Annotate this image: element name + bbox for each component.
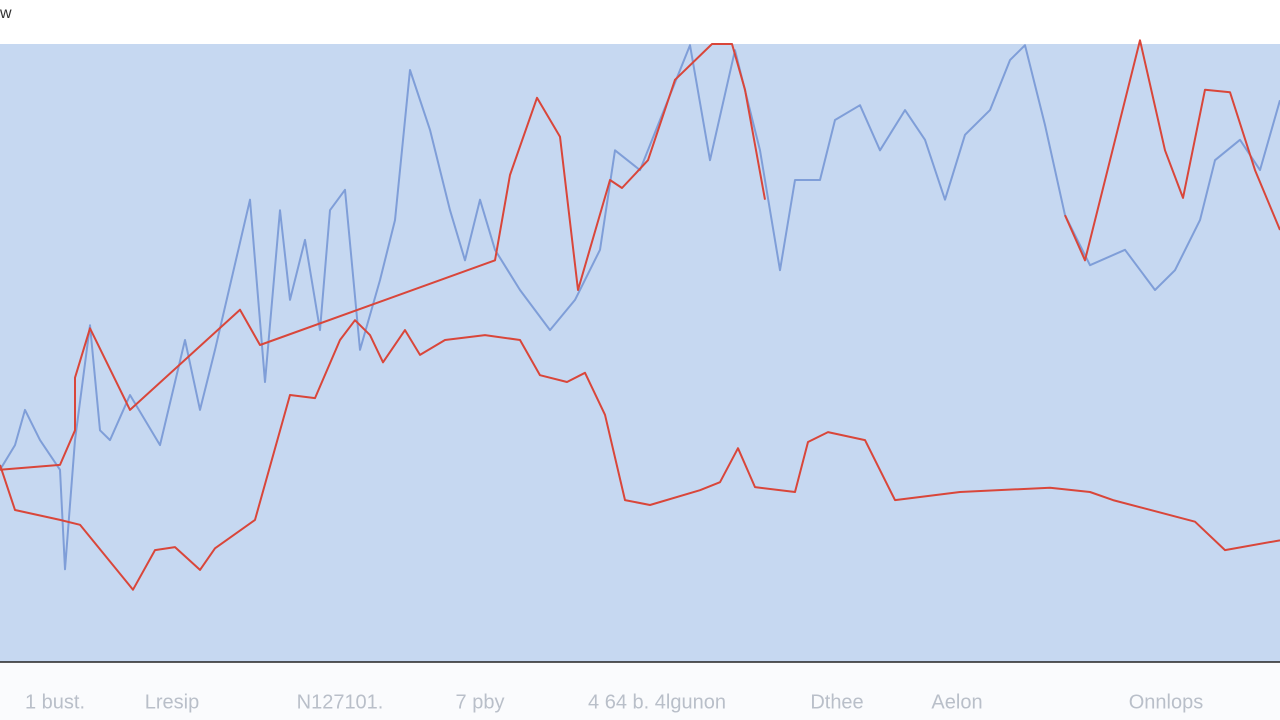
footer-bar bbox=[0, 663, 1280, 720]
data-line bbox=[0, 44, 1280, 571]
x-label: 4 64 b. 4lgunon bbox=[588, 691, 726, 713]
x-label: Aelon bbox=[931, 691, 982, 713]
x-label: Lresip bbox=[145, 691, 199, 713]
x-label: Onnlops bbox=[1129, 691, 1204, 713]
x-label: N127101. bbox=[297, 691, 384, 713]
x-label: Dthee bbox=[810, 691, 863, 713]
x-label: 1 bust. bbox=[25, 691, 85, 713]
lines bbox=[0, 39, 1280, 591]
x-labels: 1 bust. Lresip N127101. 7 pby 4 64 b. 4lguno… bbox=[25, 691, 1203, 713]
chart-title: w bbox=[0, 5, 12, 22]
data-line bbox=[0, 39, 1280, 471]
header-bar bbox=[0, 0, 1280, 44]
data-line bbox=[0, 319, 1280, 591]
x-label: 7 pby bbox=[456, 691, 505, 713]
